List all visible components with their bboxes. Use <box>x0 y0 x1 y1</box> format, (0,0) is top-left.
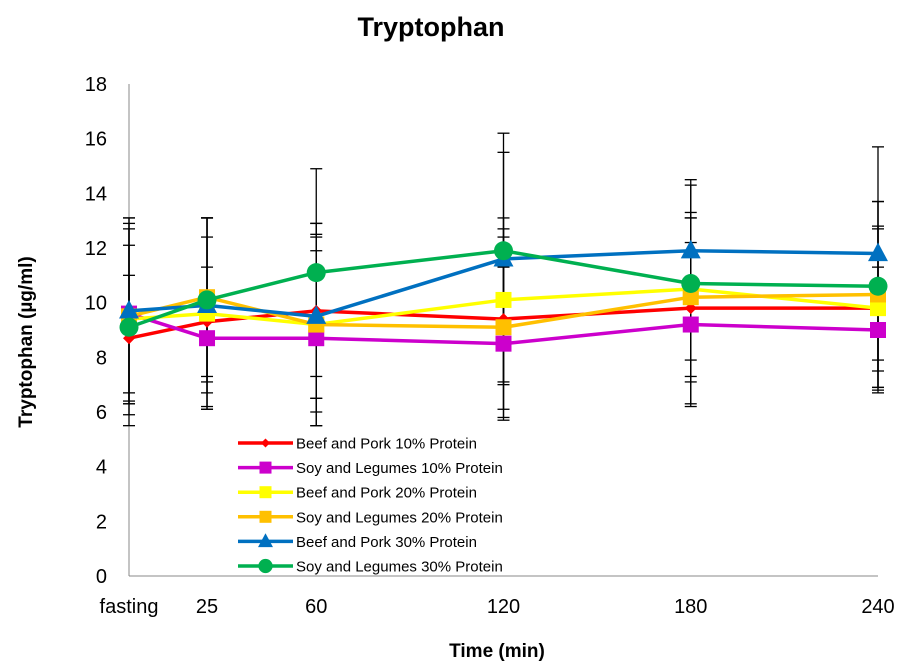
x-tick-label: 60 <box>305 596 327 618</box>
series-line <box>128 287 879 327</box>
data-point <box>868 276 888 296</box>
series-lines <box>119 239 888 352</box>
data-point <box>197 290 217 310</box>
y-tick-label: 16 <box>85 129 107 151</box>
legend-item: Soy and Legumes 20% Protein <box>238 509 503 526</box>
legend-label: Beef and Pork 30% Protein <box>296 534 477 551</box>
y-tick-label: 8 <box>96 347 107 369</box>
x-tick-label: 240 <box>861 596 894 618</box>
data-point <box>306 305 327 324</box>
x-axis-title: Time (min) <box>449 641 545 662</box>
legend-label: Beef and Pork 10% Protein <box>296 436 477 453</box>
legend-label: Soy and Legumes 30% Protein <box>296 559 503 576</box>
x-tick-label: 25 <box>196 596 218 618</box>
legend-item: Soy and Legumes 30% Protein <box>238 559 503 576</box>
data-point <box>494 241 513 261</box>
y-tick-label: 12 <box>85 238 107 260</box>
x-tick-label: 120 <box>487 596 520 618</box>
legend-item: Beef and Pork 10% Protein <box>238 436 477 453</box>
y-tick-label: 10 <box>85 293 107 315</box>
legend-marker <box>258 558 273 574</box>
legend-marker <box>259 510 272 523</box>
data-point <box>495 335 512 352</box>
y-tick-labels: 0 2 4 6 8 10 12 14 16 18 <box>85 74 107 588</box>
data-point <box>495 291 512 308</box>
y-tick-label: 4 <box>96 457 107 479</box>
data-point <box>868 242 888 262</box>
series-line <box>128 248 879 329</box>
data-point <box>870 322 886 338</box>
data-point <box>680 239 701 259</box>
data-point <box>306 263 326 283</box>
legend-marker <box>259 461 272 474</box>
data-point <box>682 316 699 333</box>
chart-title: Tryptophan <box>358 12 505 42</box>
legend-marker <box>259 486 272 499</box>
legend-marker <box>261 438 270 448</box>
legend: Beef and Pork 10% Protein Soy and Legumes… <box>238 436 503 576</box>
y-tick-label: 6 <box>96 402 107 424</box>
legend-label: Beef and Pork 20% Protein <box>296 485 477 502</box>
legend-label: Soy and Legumes 10% Protein <box>296 460 503 477</box>
legend-item: Soy and Legumes 10% Protein <box>238 460 503 477</box>
series-line <box>128 292 879 330</box>
y-tick-label: 2 <box>96 511 107 533</box>
x-tick-label: fasting <box>100 596 159 618</box>
legend-item: Beef and Pork 30% Protein <box>238 533 477 551</box>
data-point <box>681 274 701 294</box>
y-tick-label: 18 <box>85 74 107 96</box>
legend-item: Beef and Pork 20% Protein <box>238 485 477 502</box>
y-tick-label: 0 <box>96 566 107 588</box>
series-line <box>128 311 879 346</box>
data-point <box>119 317 139 337</box>
series-line <box>128 306 878 340</box>
data-point <box>682 289 699 306</box>
series <box>119 241 888 337</box>
x-tick-label: 180 <box>674 596 707 618</box>
legend-label: Soy and Legumes 20% Protein <box>296 509 503 526</box>
x-tick-labels: fasting 25 60 120 180 240 <box>100 596 895 618</box>
legend-marker <box>258 533 273 548</box>
y-axis-title: Tryptophan (µg/ml) <box>16 256 37 427</box>
data-point <box>870 300 886 317</box>
data-point <box>495 319 512 336</box>
y-tick-label: 14 <box>85 183 107 205</box>
error-bars <box>123 132 884 427</box>
data-point <box>199 330 216 347</box>
data-point <box>308 330 325 347</box>
data-point <box>119 299 139 319</box>
